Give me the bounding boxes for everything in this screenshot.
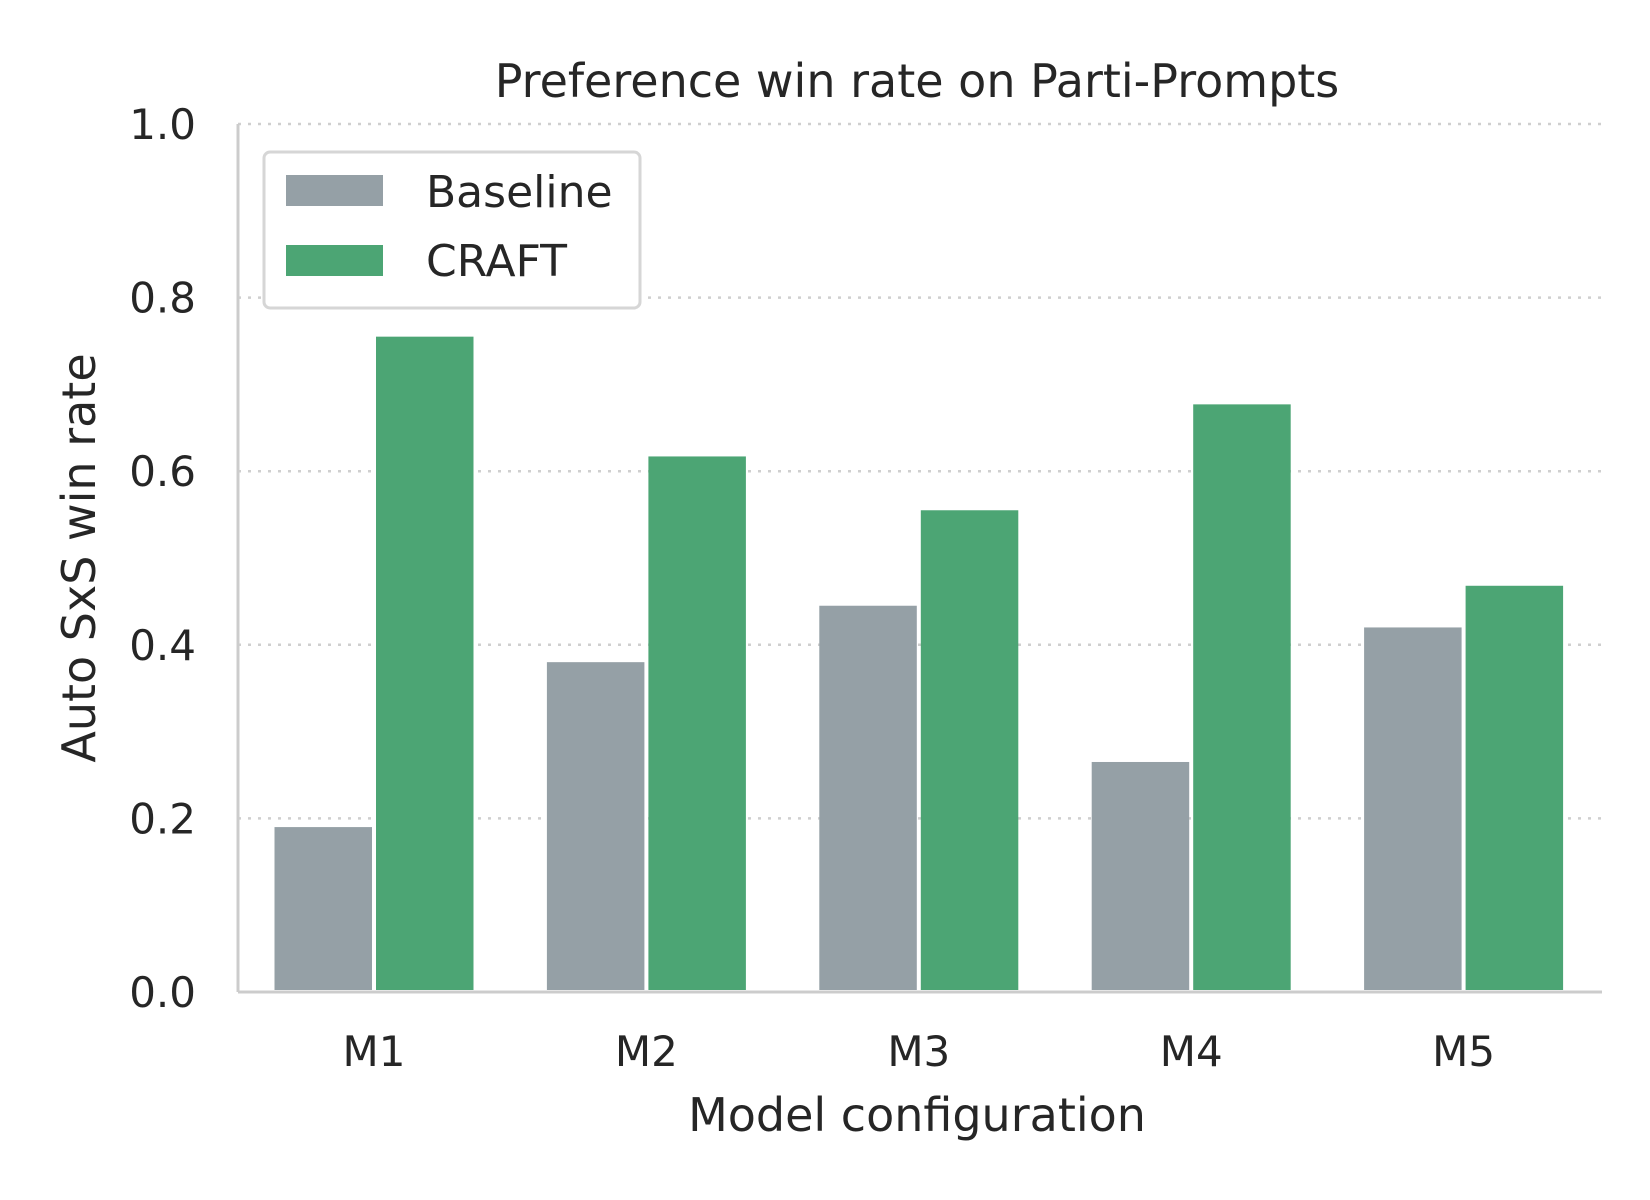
y-tick-label: 0.8: [129, 274, 196, 323]
x-tick-label: M2: [615, 1027, 678, 1076]
y-tick-label: 0.2: [129, 794, 196, 843]
y-tick-label: 0.0: [129, 968, 196, 1017]
y-tick-label: 0.6: [129, 447, 196, 496]
y-tick-label: 1.0: [129, 100, 196, 149]
bar-craft-m2: [648, 456, 746, 991]
x-tick-label: M4: [1160, 1027, 1223, 1076]
legend-label-baseline: Baseline: [426, 167, 613, 218]
bar-baseline-m2: [546, 662, 645, 990]
bar-baseline-m5: [1364, 627, 1462, 990]
bar-craft-m3: [920, 510, 1019, 990]
x-tick-label: M3: [887, 1027, 950, 1076]
legend-swatch-baseline: [286, 175, 383, 206]
bar-craft-m4: [1193, 404, 1291, 990]
x-tick-labels: M1 M2 M3 M4 M5: [343, 1027, 1496, 1076]
bar-craft-m5: [1465, 585, 1564, 990]
y-tick-label: 0.4: [129, 621, 196, 670]
y-axis-label: Auto SxS win rate: [52, 353, 106, 762]
legend-swatch-craft: [286, 245, 383, 276]
y-tick-labels: 0.0 0.2 0.4 0.6 0.8 1.0: [129, 100, 196, 1017]
bar-craft-m1: [376, 336, 474, 990]
bar-baseline-m4: [1091, 761, 1190, 990]
legend: Baseline CRAFT: [262, 150, 642, 310]
legend-label-craft: CRAFT: [426, 236, 567, 287]
x-tick-label: M5: [1432, 1027, 1495, 1076]
bar-baseline-m3: [819, 605, 917, 990]
bar-baseline-m1: [274, 827, 372, 990]
chart-title: Preference win rate on Parti-Prompts: [495, 54, 1340, 108]
x-axis-label: Model configuration: [688, 1088, 1146, 1142]
x-tick-label: M1: [343, 1027, 406, 1076]
bars: [274, 336, 1564, 991]
gridlines: [238, 122, 1602, 820]
